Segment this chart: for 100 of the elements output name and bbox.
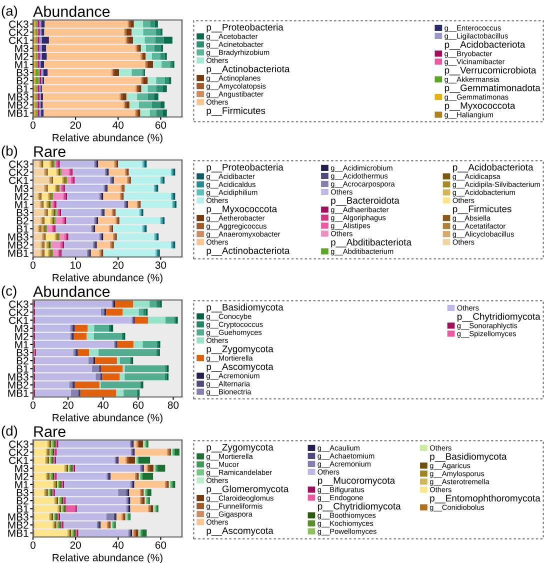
y-tick-label: B1 — [16, 85, 28, 92]
y-tick-label: MB2 — [8, 381, 28, 389]
y-tick-label: MB2 — [8, 101, 28, 109]
y-tick-label: B2 — [16, 497, 28, 504]
text: p__Glomeromycota — [206, 485, 289, 494]
y-tick-label: CK3 — [9, 440, 28, 448]
y-tick-label: MB2 — [8, 241, 28, 249]
text: p__Abditibacteriota — [331, 238, 412, 248]
y-tick-label: MB2 — [8, 521, 28, 529]
x-axis-title: Relative abundance (%) — [52, 414, 162, 424]
text: p__Chytridiomycota — [458, 312, 540, 322]
y-tick-label: MB3 — [8, 373, 28, 381]
y-tick-label: M3 — [15, 44, 28, 52]
text: p__Proteobacteria — [206, 164, 284, 172]
text: p__Bacteroidota — [331, 196, 400, 206]
text: p__Actinobacteriota — [206, 65, 290, 74]
x-tick-label: 0 — [30, 121, 36, 129]
chart-title: Rare — [34, 426, 66, 437]
y-tick-label: CK3 — [9, 20, 28, 28]
x-axis-title: Relative abundance (%) — [52, 274, 162, 284]
y-tick-label: B2 — [16, 77, 28, 84]
y-tick-label: CK2 — [9, 448, 28, 456]
x-tick-label: 60 — [155, 121, 166, 129]
x-tick-label: 0 — [30, 401, 36, 409]
y-tick-label: CK3 — [9, 160, 28, 168]
y-tick-label: M3 — [15, 464, 28, 472]
x-tick-label: 60 — [132, 401, 144, 409]
text: p__Myxococcota — [206, 206, 278, 214]
text: (b) — [2, 146, 18, 159]
text: p__Ascomycota — [206, 363, 274, 372]
y-tick-label: MB3 — [8, 513, 28, 521]
text: p__Firmicutes — [206, 107, 266, 116]
x-axis-title: Relative abundance (%) — [52, 554, 162, 563]
y-tick-label: M2 — [15, 332, 28, 340]
y-tick-label: B2 — [16, 217, 28, 224]
chart-title: Rare — [34, 146, 66, 157]
y-tick-label: CK1 — [9, 36, 28, 44]
y-tick-label: CK2 — [9, 28, 28, 36]
y-tick-label: B3 — [16, 489, 28, 496]
text: p__Actinobacteriota — [206, 247, 290, 256]
x-axis-title: Relative abundance (%) — [52, 134, 162, 144]
y-tick-label: B1 — [16, 225, 28, 232]
y-tick-label: MB1 — [8, 250, 28, 257]
y-tick-label: M1 — [15, 201, 28, 208]
y-tick-label: B1 — [16, 365, 28, 372]
y-tick-label: MB3 — [8, 233, 28, 241]
y-tick-label: MB3 — [8, 93, 28, 101]
y-tick-label: CK3 — [9, 300, 28, 308]
y-tick-label: B3 — [16, 69, 28, 76]
y-tick-label: M1 — [15, 341, 28, 348]
y-tick-label: CK1 — [9, 176, 28, 184]
y-tick-label: M3 — [15, 184, 28, 192]
x-tick-label: 80 — [168, 401, 179, 409]
text: p__Acidobacteriota — [453, 164, 534, 172]
y-tick-label: MB1 — [8, 530, 28, 537]
x-tick-label: 30 — [155, 261, 166, 269]
y-tick-label: CK1 — [9, 456, 28, 464]
y-tick-label: M1 — [15, 61, 28, 68]
text: p__Gemmatimonadota — [444, 84, 540, 94]
y-tick-label: MB1 — [8, 110, 28, 117]
x-tick-label: 20 — [62, 401, 74, 409]
y-tick-label: MB1 — [8, 390, 28, 397]
text: p__Entomophthoromycota — [430, 494, 540, 504]
x-tick-label: 0 — [30, 261, 36, 269]
text: p__Chytridiomycota — [318, 502, 401, 512]
text: p__Acidobacteriota — [444, 40, 526, 50]
text: p__Firmicutes — [453, 205, 512, 214]
x-tick-label: 40 — [98, 401, 109, 409]
text: p__Basidiomycota — [430, 452, 507, 462]
y-tick-label: M2 — [15, 52, 28, 60]
text: (d) — [2, 426, 18, 439]
x-tick-label: 40 — [112, 121, 124, 129]
text: p__Verrucomicrobiota — [444, 66, 536, 76]
y-tick-label: M2 — [15, 192, 28, 200]
y-tick-label: M2 — [15, 472, 28, 480]
text: p__Basidiomycota — [206, 304, 284, 312]
text: p__Zygomycota — [206, 346, 274, 354]
text: (a) — [2, 6, 18, 19]
y-tick-label: CK2 — [9, 308, 28, 316]
y-tick-label: B3 — [16, 209, 28, 216]
x-tick-label: 20 — [112, 261, 124, 269]
y-tick-label: B3 — [16, 349, 28, 356]
chart-title: Abundance — [33, 6, 110, 17]
x-tick-label: 20 — [70, 121, 81, 129]
text: (c) — [2, 286, 16, 299]
text: p__Proteobacteria — [206, 24, 284, 32]
text: p__Myxococcota — [444, 102, 516, 111]
x-tick-label: 20 — [70, 541, 81, 549]
x-tick-label: 40 — [112, 541, 124, 549]
y-tick-label: CK2 — [9, 168, 28, 176]
y-tick-label: CK1 — [9, 316, 28, 324]
y-tick-label: M1 — [15, 481, 28, 488]
y-tick-label: B2 — [16, 357, 28, 364]
text: p__Mucoromycota — [318, 477, 396, 486]
text: p__Ascomycota — [206, 527, 274, 536]
x-tick-label: 10 — [70, 261, 81, 269]
chart-title: Abundance — [33, 286, 110, 297]
text: p__Zygomycota — [206, 444, 274, 452]
y-tick-label: B1 — [16, 505, 28, 512]
x-tick-label: 60 — [155, 541, 166, 549]
